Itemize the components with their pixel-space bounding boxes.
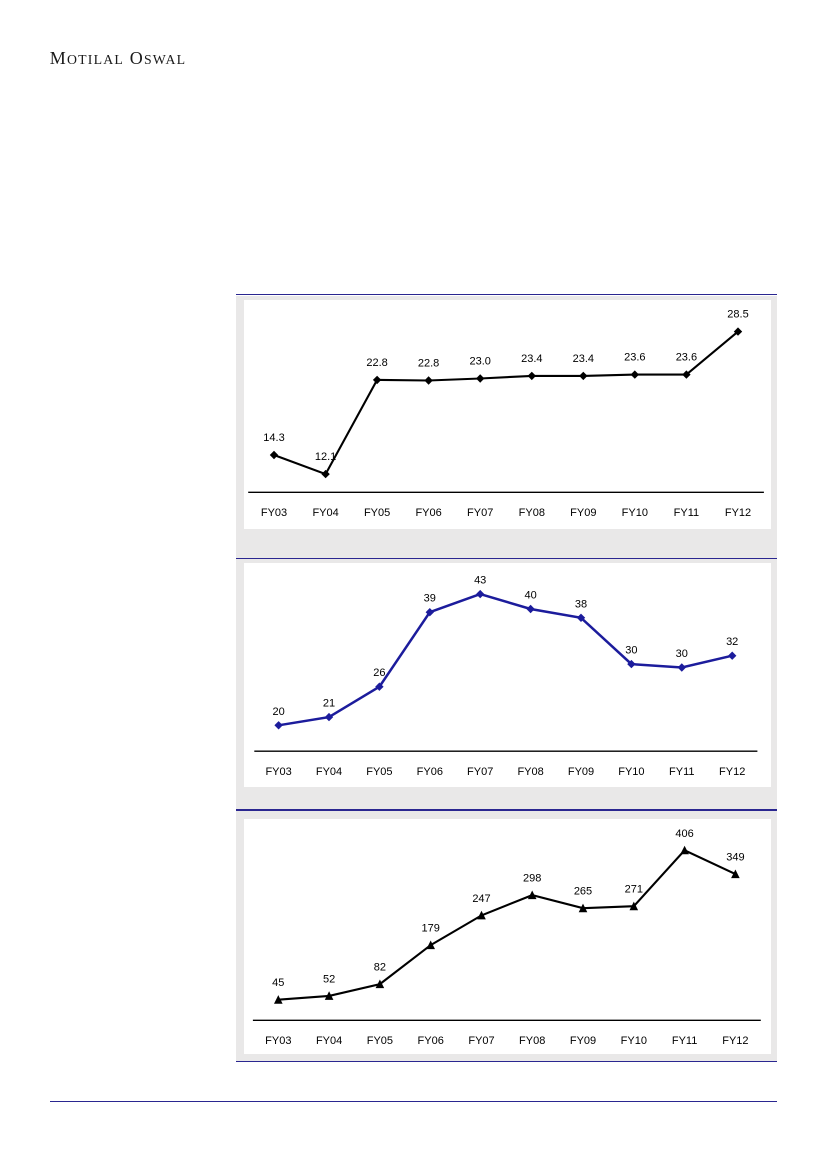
svg-text:FY07: FY07 [467, 507, 493, 519]
svg-text:40: 40 [524, 590, 536, 602]
svg-text:271: 271 [625, 884, 643, 896]
svg-text:FY09: FY09 [570, 1035, 596, 1047]
svg-text:FY12: FY12 [725, 507, 751, 519]
svg-text:30: 30 [676, 648, 688, 660]
svg-text:FY03: FY03 [265, 766, 291, 778]
svg-text:FY07: FY07 [467, 766, 493, 778]
svg-text:28.5: 28.5 [727, 309, 748, 321]
svg-text:298: 298 [523, 873, 541, 885]
svg-text:FY10: FY10 [622, 507, 648, 519]
svg-text:23.0: 23.0 [469, 356, 490, 368]
svg-text:22.8: 22.8 [366, 357, 387, 369]
svg-text:23.6: 23.6 [676, 352, 697, 364]
svg-text:FY04: FY04 [312, 507, 338, 519]
svg-text:39: 39 [424, 593, 436, 605]
svg-text:FY11: FY11 [674, 507, 699, 519]
svg-text:FY04: FY04 [316, 1035, 342, 1047]
svg-text:406: 406 [675, 828, 693, 840]
svg-text:82: 82 [374, 962, 386, 974]
svg-text:14.3: 14.3 [263, 432, 284, 444]
svg-text:52: 52 [323, 973, 335, 985]
svg-text:21: 21 [323, 698, 335, 710]
svg-text:179: 179 [422, 923, 440, 935]
svg-text:32: 32 [726, 636, 738, 648]
svg-text:FY12: FY12 [719, 766, 745, 778]
svg-text:20: 20 [272, 706, 284, 718]
svg-text:23.4: 23.4 [521, 353, 542, 365]
svg-text:FY10: FY10 [621, 1035, 647, 1047]
svg-text:FY05: FY05 [367, 1035, 393, 1047]
svg-text:FY08: FY08 [517, 766, 543, 778]
svg-text:43: 43 [474, 575, 486, 587]
svg-text:FY06: FY06 [417, 766, 443, 778]
svg-text:FY07: FY07 [468, 1035, 494, 1047]
svg-text:FY10: FY10 [618, 766, 644, 778]
svg-text:FY11: FY11 [669, 766, 694, 778]
svg-text:23.4: 23.4 [573, 353, 594, 365]
svg-text:265: 265 [574, 886, 592, 898]
svg-text:FY12: FY12 [722, 1035, 748, 1047]
svg-text:30: 30 [625, 645, 637, 657]
svg-text:26: 26 [373, 667, 385, 679]
svg-text:45: 45 [272, 977, 284, 989]
svg-text:23.6: 23.6 [624, 352, 645, 364]
svg-text:FY05: FY05 [364, 507, 390, 519]
svg-text:38: 38 [575, 598, 587, 610]
svg-text:FY08: FY08 [519, 1035, 545, 1047]
svg-text:12.1: 12.1 [315, 451, 336, 463]
svg-text:FY09: FY09 [568, 766, 594, 778]
svg-text:FY06: FY06 [415, 507, 441, 519]
svg-text:FY05: FY05 [366, 766, 392, 778]
svg-text:FY09: FY09 [570, 507, 596, 519]
svg-text:FY06: FY06 [418, 1035, 444, 1047]
svg-text:FY03: FY03 [261, 507, 287, 519]
svg-text:FY03: FY03 [265, 1035, 291, 1047]
svg-text:FY08: FY08 [519, 507, 545, 519]
svg-text:349: 349 [726, 852, 744, 864]
svg-text:FY11: FY11 [672, 1035, 697, 1047]
svg-text:22.8: 22.8 [418, 358, 439, 370]
svg-text:247: 247 [472, 893, 490, 905]
svg-text:FY04: FY04 [316, 766, 342, 778]
